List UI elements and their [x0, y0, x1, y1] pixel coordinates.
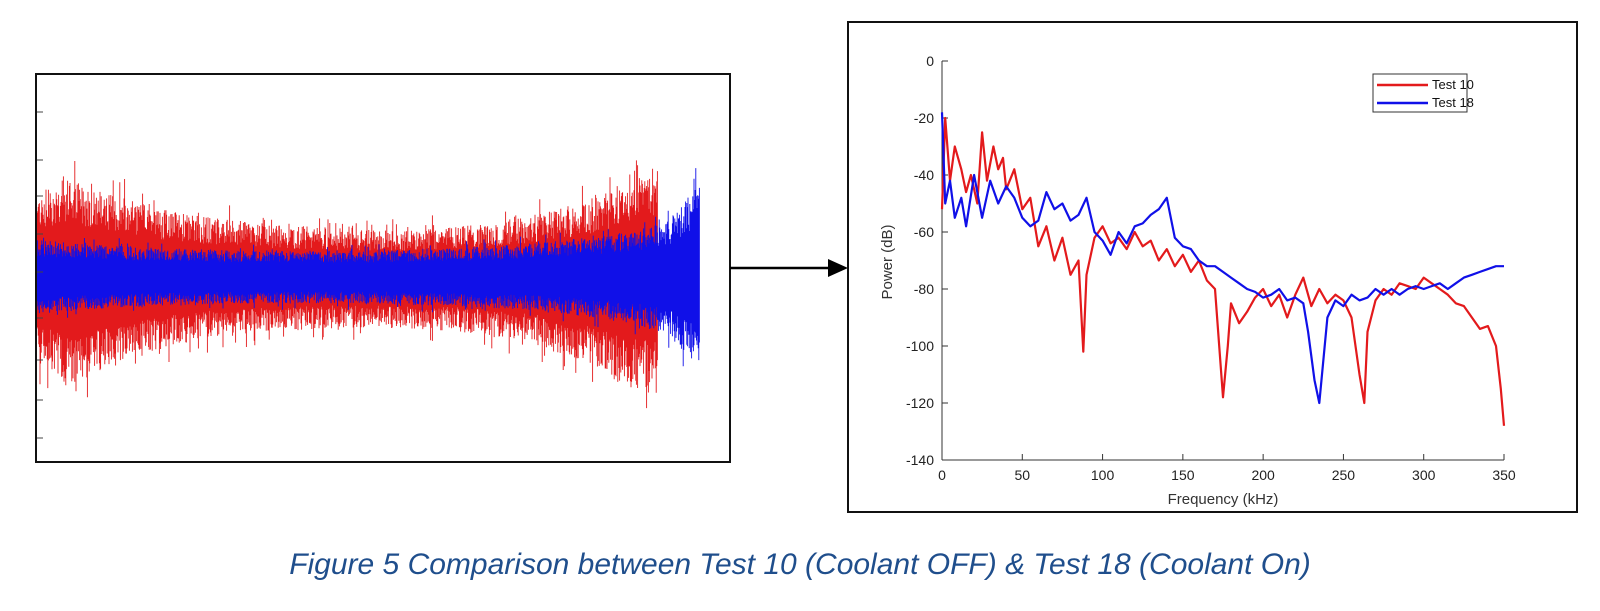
arrow-connector: [730, 259, 848, 277]
x-tick-label: 100: [1091, 467, 1115, 483]
arrowhead-icon: [828, 259, 848, 277]
signal-y-ticks: [37, 111, 43, 439]
spectrum-legend: Test 10 Test 18: [1372, 73, 1474, 113]
y-tick-label: -100: [906, 338, 934, 354]
x-tick-label: 0: [938, 467, 946, 483]
legend-label-test10: Test 10: [1432, 77, 1474, 92]
x-tick-label: 50: [1014, 467, 1030, 483]
y-tick-label: 0: [926, 53, 934, 69]
legend-label-test18: Test 18: [1432, 95, 1474, 110]
y-tick-label: -140: [906, 452, 934, 468]
x-tick-label: 350: [1492, 467, 1516, 483]
x-tick-label: 300: [1412, 467, 1436, 483]
signal-panel: [35, 73, 731, 463]
spectrum-y-label: Power (dB): [879, 224, 896, 299]
y-tick-label: -80: [914, 281, 934, 297]
figure-caption: Figure 5 Comparison between Test 10 (Coo…: [289, 548, 1311, 581]
x-tick-label: 150: [1171, 467, 1195, 483]
y-tick-label: -20: [914, 110, 934, 126]
x-tick-label: 200: [1251, 467, 1275, 483]
spectrum-lines: [940, 112, 1506, 426]
signal-plot-area: [37, 160, 700, 409]
legend-box: [1372, 73, 1468, 113]
series-line-test10: [940, 116, 1506, 426]
spectrum-x-label: Frequency (kHz): [1168, 491, 1279, 508]
y-tick-label: -60: [914, 224, 934, 240]
x-tick-label: 250: [1332, 467, 1356, 483]
y-tick-label: -120: [906, 395, 934, 411]
signal-trace-test18: [37, 168, 700, 367]
y-tick-label: -40: [914, 167, 934, 183]
series-line-test18: [940, 112, 1504, 405]
